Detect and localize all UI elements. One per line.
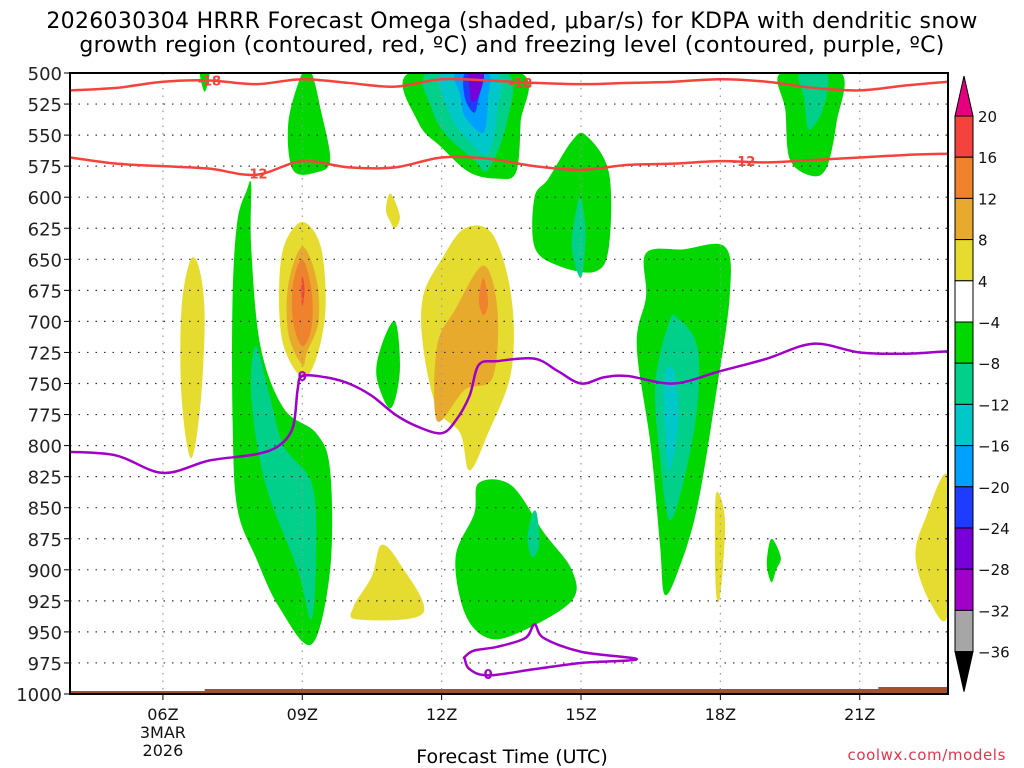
omega-region-4-8 bbox=[915, 473, 948, 622]
x-tick-label-09Z: 09Z bbox=[287, 705, 318, 724]
omega-region--12--8 bbox=[527, 510, 540, 558]
colorbar-label-8: 8 bbox=[978, 232, 988, 250]
colorbar-bin--24--20 bbox=[954, 486, 974, 529]
colorbar-bin-8-12 bbox=[954, 197, 974, 241]
y-tick-label-675: 675 bbox=[28, 281, 62, 302]
colorbar-bin--8--4 bbox=[954, 321, 974, 364]
dgz-label-d: -12 bbox=[732, 155, 756, 170]
chart-title-line-2: growth region (contoured, red, ºC) and f… bbox=[79, 33, 945, 58]
colorbar-label--28: −28 bbox=[978, 561, 1010, 579]
x-tick-label-15Z: 15Z bbox=[565, 705, 596, 724]
x-tick-sublabel-3MAR: 3MAR bbox=[140, 723, 186, 742]
y-tick-label-500: 500 bbox=[28, 64, 62, 85]
y-tick-label-975: 975 bbox=[28, 654, 62, 675]
y-tick-label-750: 750 bbox=[28, 375, 62, 396]
y-tick-label-925: 925 bbox=[28, 592, 62, 613]
omega-region--8--4 bbox=[287, 73, 331, 175]
colorbar-label--32: −32 bbox=[978, 602, 1010, 620]
colorbar-bin--20--16 bbox=[954, 445, 974, 488]
y-tick-label-875: 875 bbox=[28, 530, 62, 551]
dgz-label-c: -12 bbox=[244, 168, 268, 183]
terrain-layer bbox=[70, 687, 948, 694]
colorbar-label-20: 20 bbox=[978, 108, 997, 126]
omega-shading-layer bbox=[180, 73, 948, 646]
colorbar-bin--16--12 bbox=[954, 403, 974, 447]
colorbar-bin-16-20 bbox=[954, 115, 974, 158]
freezing-label-b: 0 bbox=[484, 668, 493, 683]
y-tick-label-575: 575 bbox=[28, 157, 62, 178]
colorbar-bin-4-8 bbox=[954, 239, 974, 282]
colorbar-bin--28--24 bbox=[954, 527, 974, 570]
omega-region--8--4 bbox=[766, 538, 781, 583]
y-tick-label-700: 700 bbox=[28, 312, 62, 333]
colorbar-label--16: −16 bbox=[978, 438, 1010, 456]
colorbar-bin--4-4 bbox=[954, 280, 974, 323]
colorbar-label--24: −24 bbox=[978, 520, 1010, 538]
y-tick-label-600: 600 bbox=[28, 188, 62, 209]
y-tick-label-1000: 1000 bbox=[16, 685, 62, 706]
colorbar-label-12: 12 bbox=[978, 190, 997, 208]
omega-region-4-8 bbox=[350, 544, 425, 621]
omega-region--8--4 bbox=[455, 479, 577, 640]
omega-region--8--4 bbox=[199, 73, 210, 92]
omega-region-4-8 bbox=[385, 193, 400, 229]
colorbar-bin--12--8 bbox=[954, 362, 974, 405]
omega-region--12--8 bbox=[250, 346, 317, 620]
dgz-contour--18 bbox=[70, 77, 948, 92]
freezing-label-a: 0 bbox=[298, 370, 307, 385]
omega-region--12--8 bbox=[571, 196, 586, 279]
credit-link[interactable]: coolwx.com/models bbox=[847, 746, 1006, 764]
y-tick-label-525: 525 bbox=[28, 95, 62, 116]
y-tick-label-800: 800 bbox=[28, 437, 62, 458]
x-tick-label-21Z: 21Z bbox=[844, 705, 875, 724]
y-tick-label-550: 550 bbox=[28, 126, 62, 147]
x-tick-label-18Z: 18Z bbox=[705, 705, 736, 724]
dgz-contour--12 bbox=[70, 152, 948, 177]
omega-region--8--4 bbox=[532, 132, 612, 273]
freezing-level-contour-1 bbox=[462, 623, 639, 677]
colorbar-bin-12-16 bbox=[954, 156, 974, 199]
y-tick-label-725: 725 bbox=[28, 343, 62, 364]
x-tick-label-06Z: 06Z bbox=[147, 705, 178, 724]
y-tick-label-775: 775 bbox=[28, 406, 62, 427]
terrain-fill bbox=[70, 687, 948, 694]
y-tick-label-850: 850 bbox=[28, 499, 62, 520]
colorbar-label-16: 16 bbox=[978, 149, 997, 167]
x-tick-label-12Z: 12Z bbox=[426, 705, 457, 724]
x-axis-title: Forecast Time (UTC) bbox=[416, 746, 608, 768]
omega-region--8--4 bbox=[376, 320, 400, 409]
colorbar-extend-top bbox=[954, 75, 974, 117]
colorbar-label--8: −8 bbox=[978, 355, 1000, 373]
colorbar-label--4: −4 bbox=[978, 314, 1000, 332]
colorbar-label--20: −20 bbox=[978, 479, 1010, 497]
freezing-level-contour-0 bbox=[70, 342, 948, 475]
colorbar-label--36: −36 bbox=[978, 644, 1010, 662]
omega-region--16--12 bbox=[663, 366, 679, 471]
colorbar: 20 16 12 8 4 −4 −8 −12 −16 −20 −24 −28 −32 −36 bbox=[954, 75, 1010, 692]
colorbar-label--12: −12 bbox=[978, 396, 1010, 414]
x-tick-sublabel-2026: 2026 bbox=[143, 741, 184, 760]
y-tick-label-950: 950 bbox=[28, 623, 62, 644]
omega-region-4-8 bbox=[180, 257, 205, 459]
contour-layer: -18 -18 -12 -12 0 0 bbox=[70, 74, 948, 683]
y-tick-label-825: 825 bbox=[28, 468, 62, 489]
omega-region-12-16 bbox=[478, 277, 489, 316]
colorbar-bin--32--28 bbox=[954, 568, 974, 611]
grid-lines bbox=[70, 72, 948, 695]
colorbar-label-4: 4 bbox=[978, 273, 988, 291]
omega-region-4-8 bbox=[714, 491, 726, 603]
colorbar-extend-bottom bbox=[954, 651, 974, 692]
colorbar-bin--36--32 bbox=[954, 609, 974, 653]
chart-title-line-1: 2026030304 HRRR Forecast Omega (shaded, … bbox=[46, 9, 978, 34]
y-tick-label-625: 625 bbox=[28, 219, 62, 240]
y-tick-label-650: 650 bbox=[28, 250, 62, 271]
dgz-label-a: -18 bbox=[198, 74, 222, 89]
dgz-label-b: -18 bbox=[509, 77, 533, 92]
y-tick-label-900: 900 bbox=[28, 561, 62, 582]
y-axis: 500 525 550 575 600 625 650 675 700 725 750 775 800 8… bbox=[16, 64, 70, 706]
